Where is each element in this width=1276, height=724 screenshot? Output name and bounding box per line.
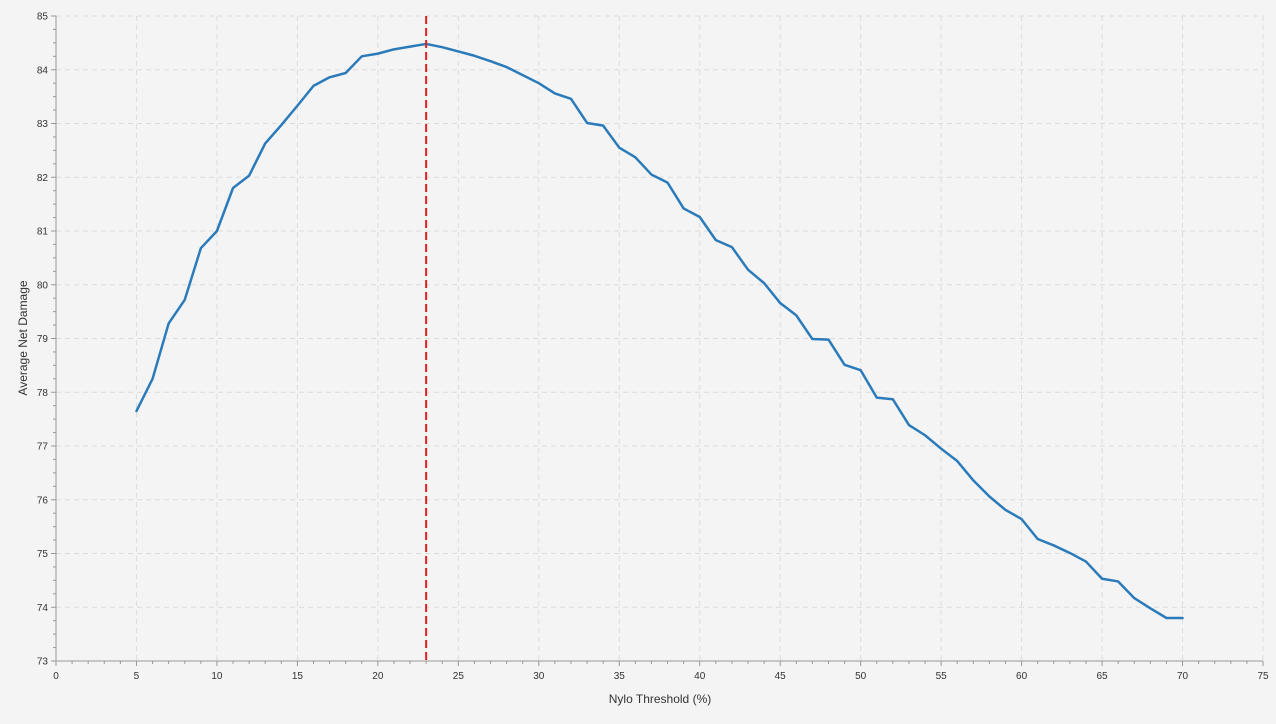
- y-axis-title: Average Net Damage: [16, 280, 30, 396]
- series-line: [135, 42, 1184, 620]
- axes: [51, 15, 1264, 666]
- y-tick-label: 74: [37, 603, 49, 614]
- x-tick-label: 55: [936, 671, 948, 682]
- x-tick-label: 65: [1097, 671, 1109, 682]
- x-tick-label: 75: [1257, 671, 1269, 682]
- y-tick-label: 81: [37, 227, 49, 238]
- x-tick-label: 5: [134, 671, 140, 682]
- y-tick-label: 75: [37, 549, 49, 560]
- y-tick-label: 84: [37, 65, 49, 76]
- y-tick-label: 82: [37, 173, 49, 184]
- y-tick-label: 80: [37, 280, 49, 291]
- y-tick-label: 76: [37, 495, 49, 506]
- x-axis-title: Nylo Threshold (%): [609, 692, 711, 706]
- grid: [56, 15, 1264, 661]
- y-tick-label: 77: [37, 442, 49, 453]
- y-tick-label: 78: [37, 388, 49, 399]
- x-tick-label: 35: [614, 671, 626, 682]
- y-tick-label: 85: [37, 12, 49, 23]
- y-tick-label: 83: [37, 119, 49, 130]
- x-tick-label: 45: [775, 671, 787, 682]
- y-tick-label: 79: [37, 334, 49, 345]
- x-tick-label: 50: [855, 671, 867, 682]
- x-tick-label: 10: [211, 671, 223, 682]
- x-tick-label: 60: [1016, 671, 1028, 682]
- x-tick-label: 20: [372, 671, 384, 682]
- y-tick-label: 73: [37, 657, 49, 668]
- x-tick-label: 25: [453, 671, 465, 682]
- x-tick-label: 15: [292, 671, 304, 682]
- x-tick-label: 0: [53, 671, 59, 682]
- tick-labels: 0 5 10 15 20 25 30 35 40 45 50 55 60 65 70 75 73 74 75 76 77…: [37, 12, 1269, 683]
- x-tick-label: 70: [1177, 671, 1189, 682]
- x-tick-label: 40: [694, 671, 706, 682]
- series-layer: [135, 42, 1184, 620]
- x-tick-label: 30: [533, 671, 545, 682]
